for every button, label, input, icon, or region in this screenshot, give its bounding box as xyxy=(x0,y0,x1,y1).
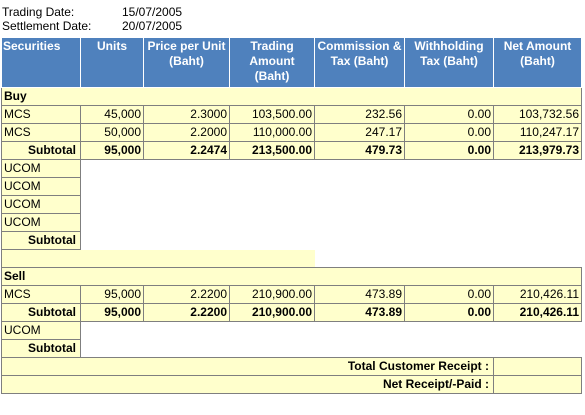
security-cell: UCOM xyxy=(1,177,81,196)
trading-cell: 110,000.00 xyxy=(229,123,315,142)
buy-section-row: Buy xyxy=(1,87,582,106)
subtotal-label: Subtotal xyxy=(1,303,81,322)
net-receipt-value xyxy=(493,375,582,394)
buy-subtotal2-row: Subtotal xyxy=(1,231,582,250)
units-cell: 95,000 xyxy=(80,141,144,160)
total-customer-receipt-value xyxy=(493,357,582,376)
buy-section-title: Buy xyxy=(1,87,582,106)
price-cell: 2.2000 xyxy=(143,123,230,142)
net-cell: 110,247.17 xyxy=(493,123,582,142)
sell-section-row: Sell xyxy=(1,267,582,286)
withholding-cell: 0.00 xyxy=(404,123,494,142)
table-row: MCS 95,000 2.2200 210,900.00 473.89 0.00… xyxy=(1,285,582,304)
withholding-cell: 0.00 xyxy=(404,303,494,322)
table-row: UCOM xyxy=(1,213,582,232)
trading-cell: 210,900.00 xyxy=(229,303,315,322)
withholding-cell: 0.00 xyxy=(404,285,494,304)
units-cell: 50,000 xyxy=(80,123,144,142)
net-cell: 103,732.56 xyxy=(493,105,582,124)
units-cell: 95,000 xyxy=(80,285,144,304)
col-withholding: Withholding Tax (Baht) xyxy=(404,37,494,88)
price-cell: 2.2200 xyxy=(143,285,230,304)
trading-date-line: Trading Date: 15/07/2005 xyxy=(2,5,182,19)
trading-cell: 213,500.00 xyxy=(229,141,315,160)
col-securities: Securities xyxy=(1,37,81,88)
transaction-table: Securities Units Price per Unit (Baht) T… xyxy=(1,37,582,394)
col-units: Units xyxy=(80,37,144,88)
net-cell: 210,426.11 xyxy=(493,285,582,304)
net-receipt-row: Net Receipt/-Paid : xyxy=(1,375,582,394)
table-row: UCOM xyxy=(1,195,582,214)
commission-cell: 473.89 xyxy=(314,303,405,322)
withholding-cell: 0.00 xyxy=(404,105,494,124)
net-cell: 210,426.11 xyxy=(493,303,582,322)
net-receipt-label: Net Receipt/-Paid : xyxy=(1,375,494,394)
sell-subtotal2-row: Subtotal xyxy=(1,339,582,358)
commission-cell: 247.17 xyxy=(314,123,405,142)
settlement-date-label: Settlement Date: xyxy=(2,19,92,33)
price-cell: 2.2200 xyxy=(143,303,230,322)
col-net-amount: Net Amount (Baht) xyxy=(493,37,582,88)
header-row: Securities Units Price per Unit (Baht) T… xyxy=(1,37,582,88)
table-row: MCS 50,000 2.2000 110,000.00 247.17 0.00… xyxy=(1,123,582,142)
total-customer-receipt-label: Total Customer Receipt : xyxy=(1,357,494,376)
net-cell: 213,979.73 xyxy=(493,141,582,160)
settlement-date-value: 20/07/2005 xyxy=(122,19,183,33)
spacer-cell xyxy=(1,249,315,268)
security-cell: UCOM xyxy=(1,213,81,232)
commission-cell: 479.73 xyxy=(314,141,405,160)
col-price: Price per Unit (Baht) xyxy=(143,37,230,88)
subtotal-label: Subtotal xyxy=(1,141,81,160)
subtotal-label: Subtotal xyxy=(1,231,81,250)
col-commission: Commission & Tax (Baht) xyxy=(314,37,405,88)
table-row: UCOM xyxy=(1,321,582,340)
security-cell: UCOM xyxy=(1,321,81,340)
trading-date-value: 15/07/2005 xyxy=(122,5,183,19)
table-row: UCOM xyxy=(1,177,582,196)
table-row: UCOM xyxy=(1,159,582,178)
trading-cell: 103,500.00 xyxy=(229,105,315,124)
commission-cell: 232.56 xyxy=(314,105,405,124)
sell-subtotal-row: Subtotal 95,000 2.2200 210,900.00 473.89… xyxy=(1,303,582,322)
col-trading-amount: Trading Amount (Baht) xyxy=(229,37,315,88)
price-cell: 2.2474 xyxy=(143,141,230,160)
withholding-cell: 0.00 xyxy=(404,141,494,160)
units-cell: 45,000 xyxy=(80,105,144,124)
units-cell: 95,000 xyxy=(80,303,144,322)
trading-cell: 210,900.00 xyxy=(229,285,315,304)
security-cell: UCOM xyxy=(1,195,81,214)
sell-section-title: Sell xyxy=(1,267,582,286)
commission-cell: 473.89 xyxy=(314,285,405,304)
customer-receipt-row: Total Customer Receipt : xyxy=(1,357,582,376)
subtotal-label: Subtotal xyxy=(1,339,81,358)
buy-subtotal-row: Subtotal 95,000 2.2474 213,500.00 479.73… xyxy=(1,141,582,160)
trading-date-label: Trading Date: xyxy=(2,5,75,19)
price-cell: 2.3000 xyxy=(143,105,230,124)
spacer-row xyxy=(1,249,582,268)
table-row: MCS 45,000 2.3000 103,500.00 232.56 0.00… xyxy=(1,105,582,124)
security-cell: MCS xyxy=(1,123,81,142)
security-cell: MCS xyxy=(1,285,81,304)
security-cell: MCS xyxy=(1,105,81,124)
security-cell: UCOM xyxy=(1,159,81,178)
settlement-date-line: Settlement Date: 20/07/2005 xyxy=(2,19,182,33)
